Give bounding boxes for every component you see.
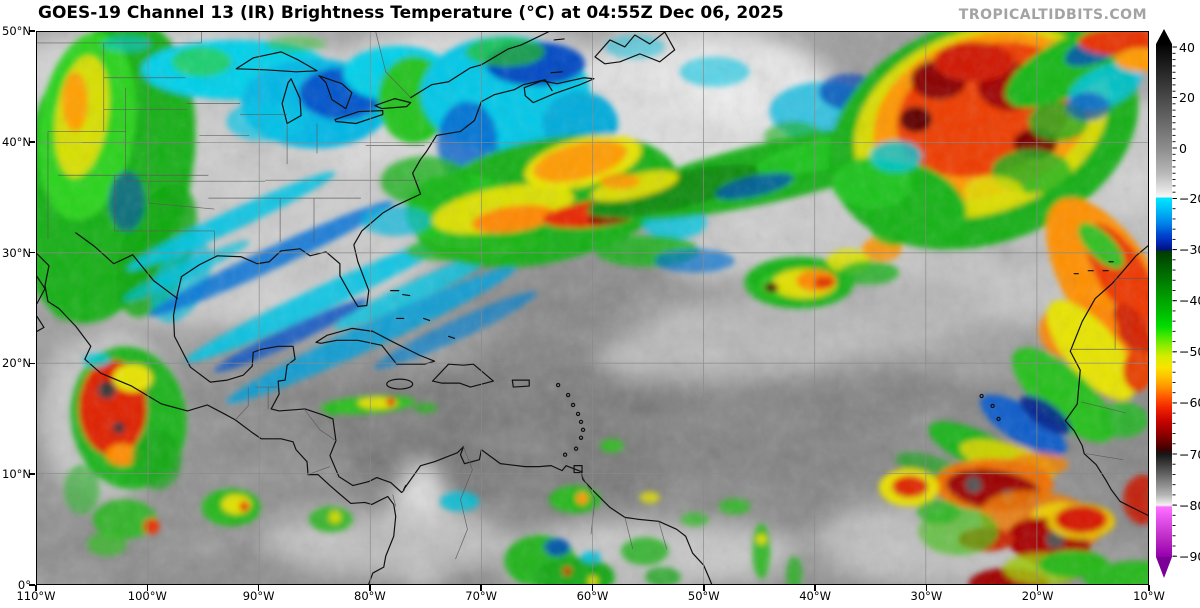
colorbar: 40 20 0 −20 −30 −40 −50 −60 −70 −80 −90 (1154, 27, 1200, 589)
grid-lines (37, 32, 1148, 584)
colorbar-tick-label: 40 (1179, 39, 1195, 55)
colorbar-top-arrow (1156, 29, 1172, 44)
lon-tick-mark (146, 585, 149, 591)
colorbar-tick-label: −60 (1179, 395, 1200, 411)
lat-tick-label: 40°N (2, 134, 31, 149)
lon-tick-mark (257, 585, 260, 591)
lon-tick-label: 110°W (16, 589, 56, 603)
watermark-tropicaltidbits: TROPICALTIDBITS.COM (958, 7, 1147, 23)
lon-tick-mark (591, 585, 594, 591)
colorbar-tick-label: −70 (1179, 446, 1200, 462)
satellite-map (36, 31, 1149, 585)
lon-tick-label: 50°W (687, 589, 720, 603)
page-title: GOES-19 Channel 13 (IR) Brightness Tempe… (38, 3, 784, 23)
lon-tick-label: 90°W (242, 589, 275, 603)
lat-tick-label: 20°N (2, 356, 31, 371)
lon-tick-label: 80°W (354, 589, 386, 603)
lon-tick-mark (35, 585, 37, 591)
colorbar-tick-label: −20 (1179, 191, 1200, 206)
lat-tick-mark (29, 362, 35, 365)
lat-tick-mark (29, 30, 35, 32)
colorbar-tick-label: −40 (1179, 293, 1200, 309)
lon-tick-mark (1036, 585, 1039, 591)
lon-tick-mark (480, 585, 482, 591)
lon-tick-mark (1148, 585, 1150, 591)
colorbar-bottom-arrow (1156, 557, 1172, 578)
colorbar-tick-label: 20 (1179, 90, 1195, 105)
lon-tick-mark (925, 585, 928, 591)
lon-tick-label: 70°W (465, 589, 498, 603)
colorbar-svg (1156, 29, 1177, 578)
lat-tick-mark (29, 141, 35, 143)
colorbar-tick-label: −50 (1179, 344, 1200, 360)
lat-tick-label: 10°N (2, 467, 31, 482)
lon-tick-mark (369, 585, 371, 591)
lat-tick-label: 30°N (2, 245, 31, 260)
colorbar-tick-label: 0 (1179, 140, 1187, 156)
lat-tick-label: 50°N (2, 24, 31, 38)
lon-tick-mark (703, 585, 705, 591)
lon-tick-label: 60°W (576, 589, 609, 603)
lon-tick-mark (814, 585, 816, 591)
lon-tick-label: 40°W (799, 589, 831, 603)
lon-tick-label: 30°W (910, 589, 943, 603)
political-borders (37, 32, 1148, 560)
colorbar-gradient-bar (1156, 44, 1172, 557)
lon-tick-label: 10°W (1133, 589, 1165, 603)
lon-tick-label: 100°W (127, 589, 167, 603)
satellite-image-svg (37, 32, 1148, 584)
colorbar-tick-label: −80 (1179, 497, 1200, 513)
colorbar-tick-label: −90 (1179, 548, 1200, 564)
lat-tick-label: 0° (17, 578, 31, 592)
colorbar-tick-label: −30 (1179, 242, 1200, 258)
lat-tick-mark (29, 584, 35, 586)
lon-tick-label: 20°W (1021, 589, 1054, 603)
lat-tick-mark (29, 251, 35, 254)
lat-tick-mark (29, 473, 35, 475)
